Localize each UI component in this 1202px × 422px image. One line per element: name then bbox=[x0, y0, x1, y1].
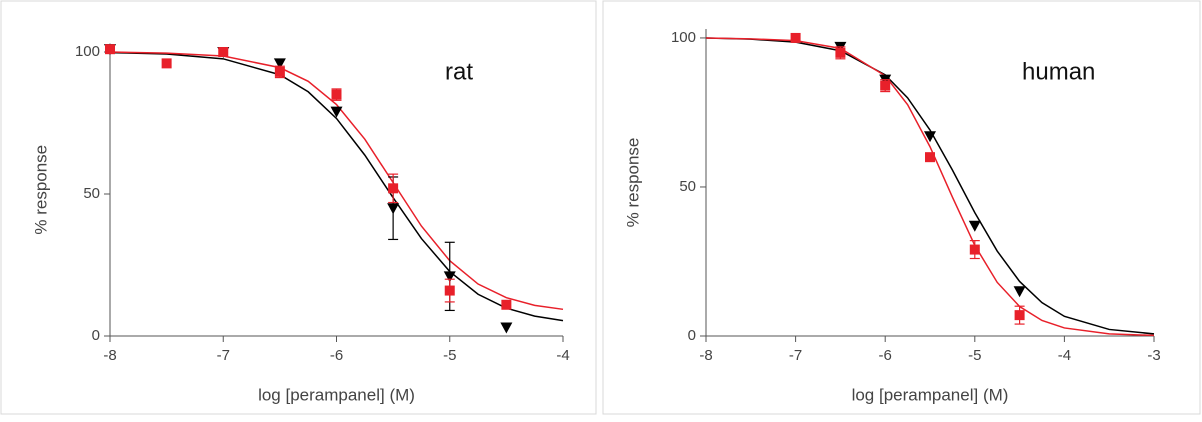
x-tick-label: -7 bbox=[217, 347, 230, 364]
x-axis-label: log [perampanel] (M) bbox=[258, 385, 415, 404]
square-marker bbox=[331, 89, 342, 100]
triangle-marker bbox=[387, 203, 400, 215]
square-marker bbox=[969, 244, 980, 255]
y-tick-label: 100 bbox=[671, 29, 696, 46]
triangle-marker bbox=[1013, 286, 1026, 298]
triangle-marker bbox=[500, 322, 513, 334]
square-marker bbox=[274, 66, 285, 77]
square-marker bbox=[790, 32, 801, 43]
y-axis-label: % response bbox=[623, 138, 642, 228]
x-tick-label: -7 bbox=[789, 347, 802, 364]
triangle-marker bbox=[273, 58, 286, 70]
square-marker bbox=[218, 47, 229, 58]
square-marker bbox=[880, 80, 891, 91]
square-marker bbox=[161, 58, 172, 69]
annotation: rat bbox=[445, 58, 473, 85]
y-tick-label: 0 bbox=[688, 327, 696, 344]
square-marker bbox=[1014, 310, 1025, 321]
square-marker bbox=[444, 285, 455, 296]
x-tick-label: -3 bbox=[1147, 347, 1160, 364]
x-tick-label: -4 bbox=[556, 347, 569, 364]
square-marker bbox=[925, 152, 935, 163]
x-tick-label: -6 bbox=[330, 347, 343, 364]
triangle-marker bbox=[443, 271, 456, 283]
y-tick-label: 0 bbox=[92, 327, 100, 344]
x-tick-label: -6 bbox=[879, 347, 892, 364]
y-tick-label: 50 bbox=[679, 178, 696, 195]
panel-border bbox=[0, 0, 597, 415]
triangle-marker bbox=[924, 131, 936, 143]
x-tick-label: -5 bbox=[968, 347, 981, 364]
y-axis-label: % response bbox=[31, 145, 50, 235]
fit-curve bbox=[705, 37, 1155, 337]
y-tick-label: 50 bbox=[83, 185, 100, 202]
x-tick-label: -8 bbox=[103, 347, 116, 364]
x-tick-label: -4 bbox=[1058, 347, 1071, 364]
x-tick-label: -8 bbox=[699, 347, 712, 364]
fit-curve bbox=[705, 37, 1155, 335]
square-marker bbox=[388, 183, 399, 194]
square-marker bbox=[835, 47, 846, 58]
square-marker bbox=[501, 299, 512, 310]
y-tick-label: 100 bbox=[75, 43, 100, 60]
panel-border bbox=[602, 0, 1201, 415]
triangle-marker bbox=[330, 106, 343, 118]
x-axis-label: log [perampanel] (M) bbox=[852, 385, 1009, 404]
x-tick-label: -5 bbox=[443, 347, 456, 364]
annotation: human bbox=[1022, 58, 1095, 85]
fit-curve bbox=[109, 51, 564, 311]
triangle-marker bbox=[968, 220, 981, 232]
square-marker bbox=[105, 44, 115, 55]
